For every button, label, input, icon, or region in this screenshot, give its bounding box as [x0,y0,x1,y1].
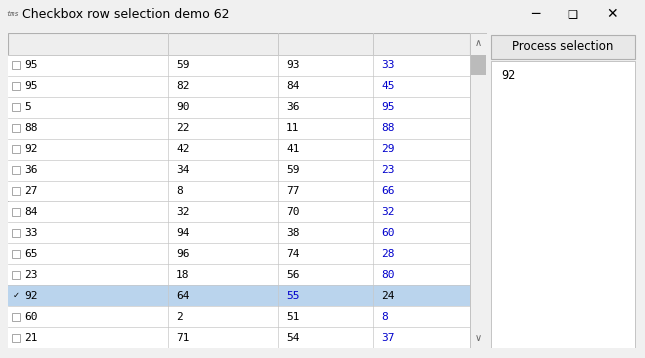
Text: 51: 51 [286,311,299,321]
Text: 18: 18 [176,270,190,280]
Bar [8,243,470,264]
Text: 80: 80 [381,270,395,280]
Bar [12,82,20,90]
Bar [8,55,470,76]
Text: 64: 64 [176,291,190,301]
Text: 55: 55 [286,291,299,301]
Bar [12,271,20,279]
Bar [12,229,20,237]
Text: 8: 8 [176,186,183,196]
Text: 29: 29 [381,144,395,154]
Text: 82: 82 [176,81,190,91]
Text: 42: 42 [176,144,190,154]
Bar [12,334,20,342]
Text: ❑: ❑ [567,9,577,19]
Text: 38: 38 [286,228,299,238]
Text: 74: 74 [286,249,299,259]
Text: Process selection: Process selection [512,40,613,53]
Text: ∨: ∨ [475,333,482,343]
Bar [12,208,20,216]
Text: 95: 95 [24,61,37,71]
Text: 65: 65 [24,249,37,259]
Text: 22: 22 [176,123,190,133]
Bar [8,118,470,139]
Bar [471,55,486,75]
Text: 95: 95 [381,102,395,112]
Text: 66: 66 [381,186,395,196]
Text: 84: 84 [24,207,37,217]
Text: 33: 33 [24,228,37,238]
Text: 59: 59 [176,61,190,71]
Bar [8,202,470,222]
Text: 23: 23 [381,165,395,175]
Text: 11: 11 [286,123,299,133]
Text: ∧: ∧ [475,38,482,48]
Text: 41: 41 [286,144,299,154]
Bar [12,250,20,258]
Text: 60: 60 [381,228,395,238]
Text: 34: 34 [176,165,190,175]
Bar [8,97,470,118]
Text: ✓: ✓ [13,291,20,300]
Text: ─: ─ [531,7,539,21]
Bar [8,139,470,160]
Text: 33: 33 [381,61,395,71]
Text: 95: 95 [24,81,37,91]
Text: 70: 70 [286,207,299,217]
Text: 94: 94 [176,228,190,238]
Bar [491,35,635,59]
Text: 32: 32 [381,207,395,217]
Text: 45: 45 [381,81,395,91]
Text: 90: 90 [176,102,190,112]
Text: 92: 92 [501,69,515,82]
Bar [12,103,20,111]
Text: 24: 24 [381,291,395,301]
Text: 77: 77 [286,186,299,196]
Text: 5: 5 [24,102,31,112]
Bar [12,166,20,174]
Text: 36: 36 [24,165,37,175]
Text: tms: tms [6,11,19,17]
Text: 96: 96 [176,249,190,259]
Text: 88: 88 [381,123,395,133]
Text: 8: 8 [381,311,388,321]
Text: 36: 36 [286,102,299,112]
Text: 60: 60 [24,311,37,321]
Text: 28: 28 [381,249,395,259]
Text: 88: 88 [24,123,37,133]
Text: Checkbox row selection demo 62: Checkbox row selection demo 62 [22,8,230,20]
Bar [8,160,470,180]
Bar [12,124,20,132]
Bar [8,327,470,348]
Text: 2: 2 [176,311,183,321]
Text: 84: 84 [286,81,299,91]
Bar [12,313,20,321]
Bar [8,285,470,306]
Bar [12,145,20,153]
Bar [12,187,20,195]
Text: 32: 32 [176,207,190,217]
Text: ✕: ✕ [606,7,618,21]
Text: 21: 21 [24,333,37,343]
Text: 92: 92 [24,144,37,154]
Text: 37: 37 [381,333,395,343]
Bar [12,62,20,69]
Bar [8,180,470,202]
Bar [8,264,470,285]
Text: 71: 71 [176,333,190,343]
Text: 92: 92 [24,291,37,301]
Text: 54: 54 [286,333,299,343]
Bar [8,33,470,55]
Text: 23: 23 [24,270,37,280]
Text: 56: 56 [286,270,299,280]
Bar [8,306,470,327]
Bar [8,222,470,243]
Bar [8,76,470,97]
Text: 93: 93 [286,61,299,71]
Text: 59: 59 [286,165,299,175]
Text: 27: 27 [24,186,37,196]
